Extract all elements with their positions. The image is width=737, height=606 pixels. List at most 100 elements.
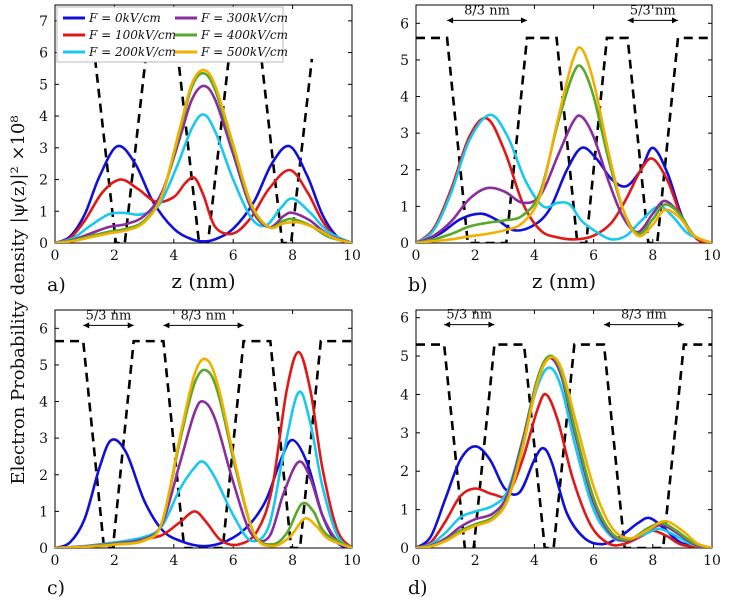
annotation-label: 8/3 nm <box>181 308 227 323</box>
series-line-400kv <box>416 64 712 243</box>
series-line-300kv <box>55 84 352 243</box>
plot-area <box>416 36 712 243</box>
arrow-right-icon <box>127 322 134 329</box>
annotation-label: 5/3 nm <box>446 308 492 323</box>
x-tick-label: 4 <box>169 248 178 264</box>
y-tick-label: 5 <box>39 358 48 374</box>
series-line-500kv <box>416 46 712 243</box>
width-annotation: 5/3 nm <box>83 308 134 329</box>
series-line-400kv <box>55 71 352 243</box>
x-tick-label: 4 <box>169 553 178 569</box>
y-tick-label: 3 <box>39 431 48 447</box>
x-tick-label: 2 <box>471 248 480 264</box>
series-line-200kv <box>55 113 352 243</box>
x-tick-label: 8 <box>288 248 297 264</box>
y-tick-label: 5 <box>39 77 48 93</box>
width-annotation: 5/3 nm <box>627 3 678 24</box>
annotation-label: 8/3 nm <box>464 3 510 18</box>
arrow-left-icon <box>444 321 451 328</box>
arrow-left-icon <box>83 322 90 329</box>
series-line-100kv <box>416 116 712 243</box>
legend-entry: F = 500kV/cm <box>200 45 288 59</box>
y-tick-label: 2 <box>400 464 409 480</box>
arrow-left-icon <box>603 321 610 328</box>
width-annotation: 8/3 nm <box>603 308 684 328</box>
y-tick-label: 4 <box>400 387 409 403</box>
x-tick-label: 10 <box>343 248 361 264</box>
arrow-right-icon <box>237 322 244 329</box>
arrow-left-icon <box>447 17 454 24</box>
x-tick-label: 6 <box>229 248 238 264</box>
x-tick-label: 8 <box>288 553 297 569</box>
series-line-200kv <box>416 366 712 548</box>
x-tick-label: 6 <box>589 553 598 569</box>
y-tick-label: 1 <box>39 204 48 220</box>
annotation-label: 5/3 nm <box>630 3 676 18</box>
y-tick-label: 5 <box>400 349 409 365</box>
width-annotation: 8/3 nm <box>447 3 527 24</box>
y-tick-label: 2 <box>39 173 48 189</box>
x-tick-label: 0 <box>412 248 421 264</box>
x-tick-label: 8 <box>648 248 657 264</box>
panel-label: c) <box>47 577 65 599</box>
arrow-right-icon <box>488 321 495 328</box>
series-line-0kv <box>416 146 712 243</box>
annotation-label: 5/3 nm <box>86 308 132 323</box>
axes-box <box>415 309 713 549</box>
y-tick-label: 2 <box>400 163 409 179</box>
series-line-300kv <box>416 356 712 548</box>
arrow-right-icon <box>521 17 527 24</box>
y-tick-label: 4 <box>39 109 48 125</box>
series-line-100kv <box>55 168 352 243</box>
y-tick-label: 6 <box>400 311 409 327</box>
x-tick-label: 10 <box>703 248 721 264</box>
y-tick-label: 0 <box>400 236 409 252</box>
series-line-0kv <box>55 438 352 548</box>
legend-box <box>56 6 284 63</box>
x-tick-label: 4 <box>530 248 539 264</box>
y-tick-label: 0 <box>39 541 48 557</box>
y-tick-label: 0 <box>39 236 48 252</box>
panel-label: b) <box>408 274 428 296</box>
x-tick-label: 6 <box>229 553 238 569</box>
y-axis-label: Electron Probability density |ψ(z)|² ×10… <box>8 115 29 484</box>
axes-box <box>415 4 713 244</box>
legend: F = 0kV/cm F = 100kV/cm F = 200kV/cm F = 30… <box>56 6 288 63</box>
arrow-left-icon <box>627 17 634 24</box>
x-tick-label: 10 <box>343 553 361 569</box>
series-line-500kv <box>416 355 712 548</box>
series-line-400kv <box>55 368 352 548</box>
panel-label: d) <box>408 577 428 599</box>
legend-entry: F = 400kV/cm <box>200 28 288 42</box>
y-tick-label: 6 <box>39 321 48 337</box>
series-line-0kv <box>55 144 352 243</box>
annotation-label: 8/3 nm <box>621 308 667 323</box>
legend-entry: F = 0kV/cm <box>88 11 161 25</box>
panel-d: 0 2 4 6 8 10 0 1 2 3 4 5 6 5/3 nm 8/3 nm d) <box>400 308 721 599</box>
legend-entry: F = 300kV/cm <box>200 11 288 25</box>
y-tick-label: 3 <box>39 141 48 157</box>
plot-area <box>55 339 352 548</box>
x-tick-label: 0 <box>51 248 60 264</box>
y-tick-label: 3 <box>400 126 409 142</box>
y-tick-label: 6 <box>39 46 48 62</box>
panel-a: 0 2 4 6 8 10 0 1 2 3 4 5 6 7 a) z (nm) <box>39 4 361 296</box>
width-annotation: 8/3 nm <box>163 308 244 329</box>
panel-c: 0 2 4 6 8 10 0 1 2 3 4 5 6 5/3 nm 8/3 nm c) <box>39 308 361 599</box>
series-line-500kv <box>55 68 352 243</box>
x-tick-label: 6 <box>589 248 598 264</box>
arrow-right-icon <box>671 17 678 24</box>
x-tick-label: 0 <box>51 553 60 569</box>
y-tick-label: 7 <box>39 14 48 30</box>
y-tick-label: 2 <box>39 468 48 484</box>
series-line-300kv <box>416 114 712 243</box>
x-tick-label: 2 <box>110 248 119 264</box>
width-annotation: 5/3 nm <box>444 308 495 328</box>
panel-label: a) <box>47 274 66 296</box>
y-tick-label: 3 <box>400 426 409 442</box>
y-tick-label: 5 <box>400 53 409 69</box>
legend-entry: F = 200kV/cm <box>88 45 176 59</box>
plot-area <box>416 343 712 548</box>
x-tick-label: 4 <box>530 553 539 569</box>
